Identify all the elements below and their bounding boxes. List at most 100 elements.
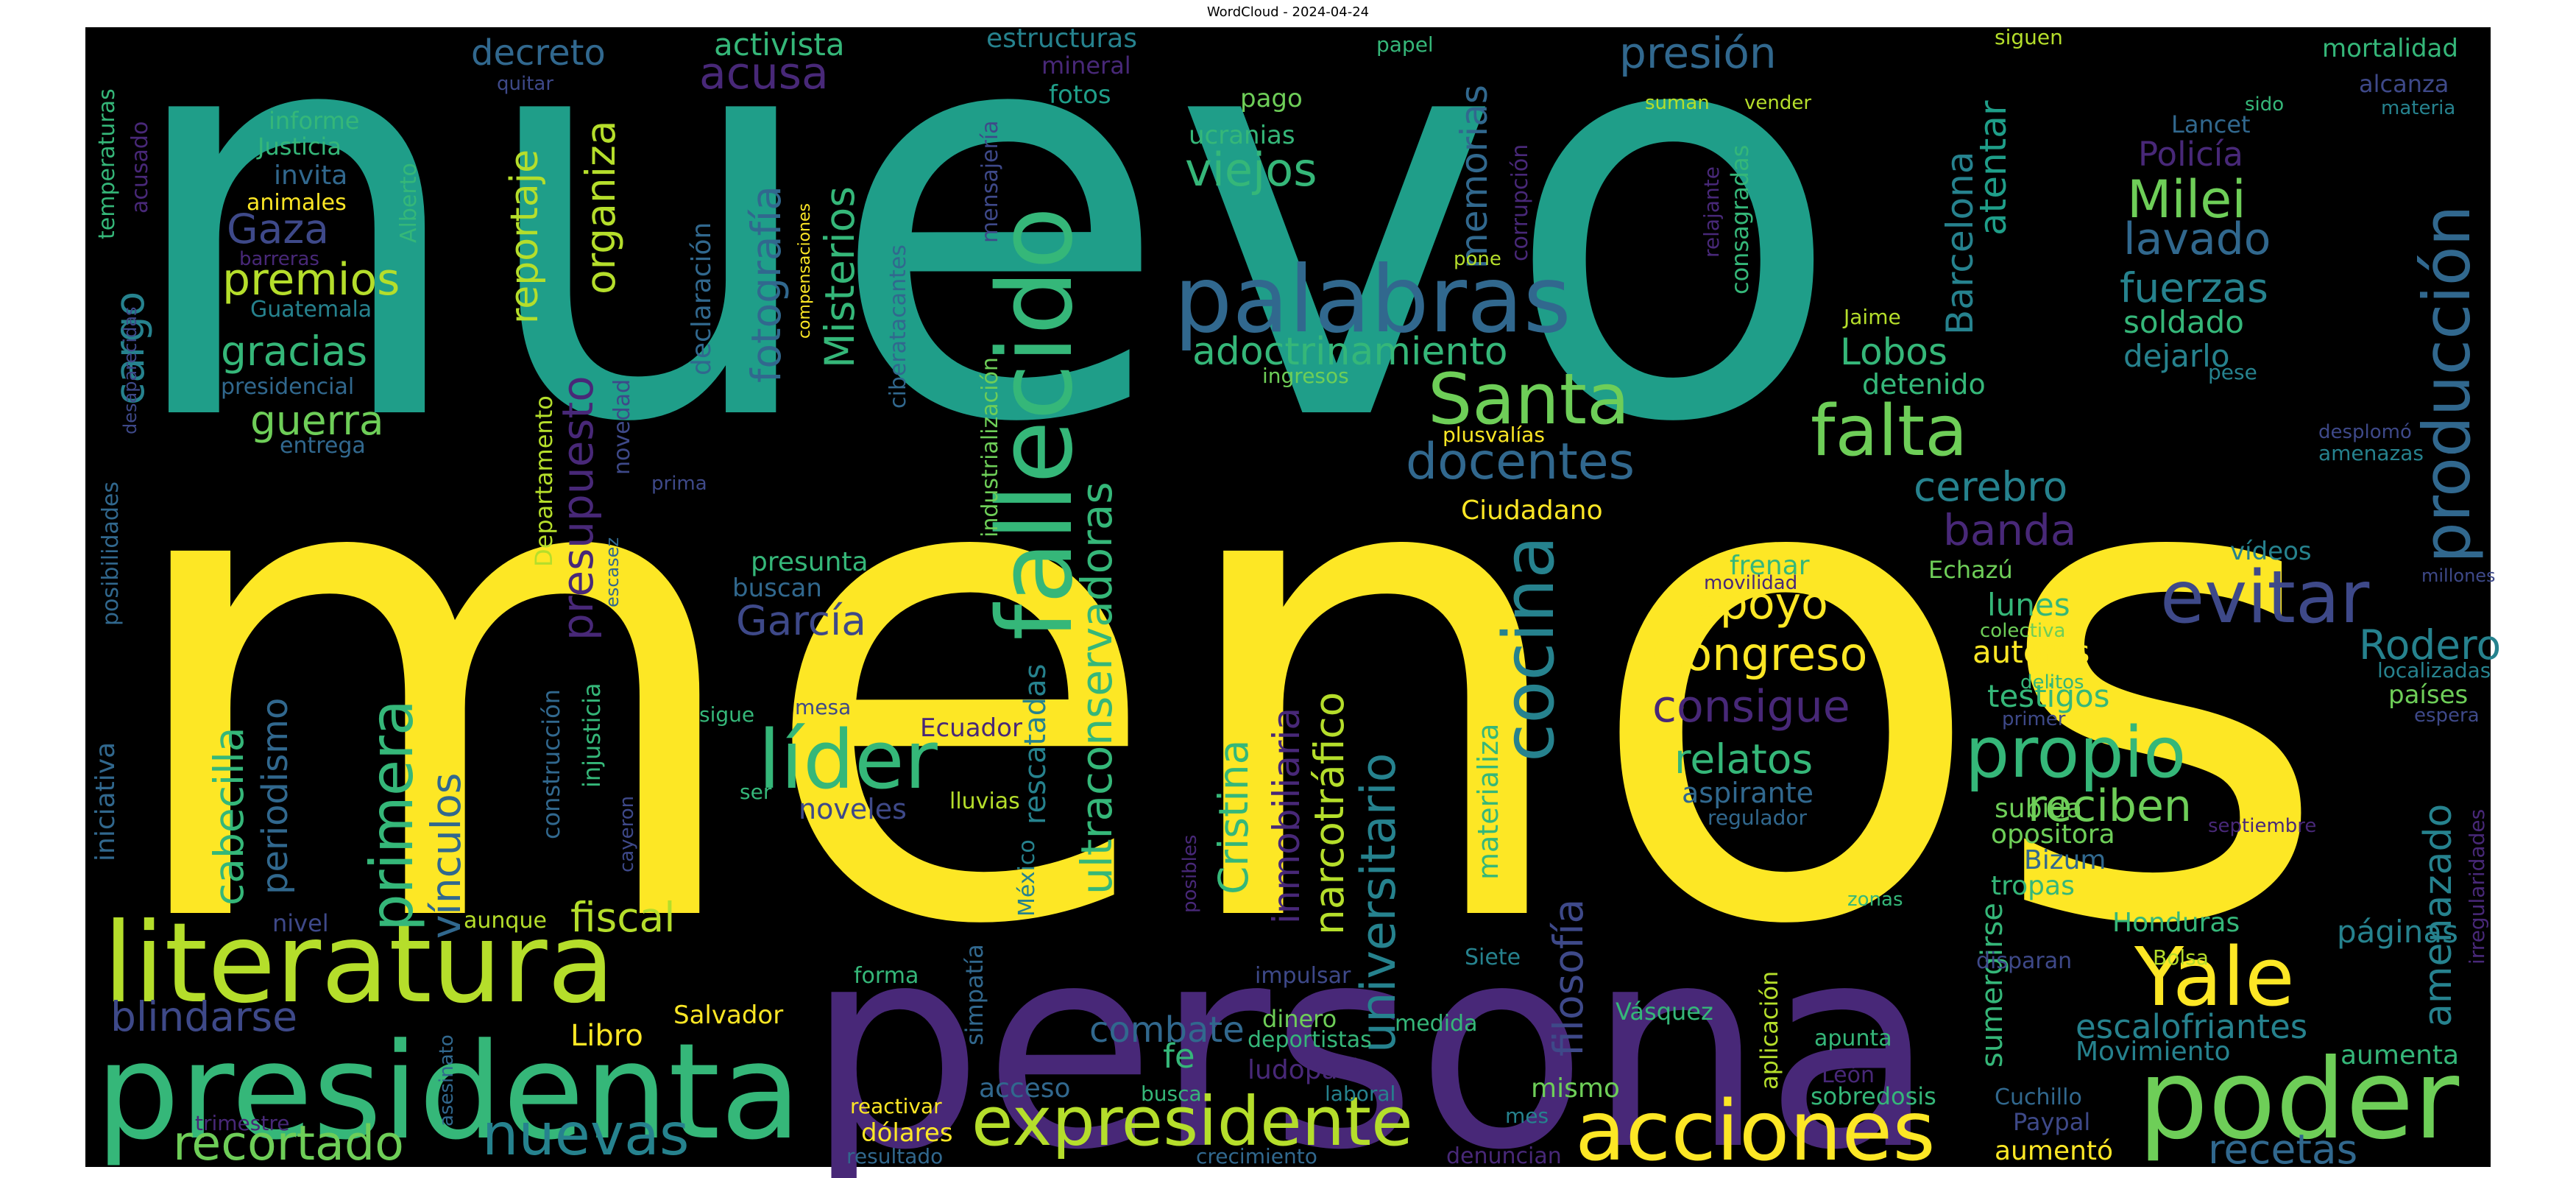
word-70: activista bbox=[714, 27, 845, 63]
word-154: León bbox=[1822, 1062, 1875, 1088]
word-58: fuerzas bbox=[2120, 264, 2268, 311]
word-115: temperaturas bbox=[94, 88, 120, 239]
word-106: informe bbox=[269, 107, 359, 135]
word-114: Alberto bbox=[396, 163, 422, 243]
word-134: trimestre bbox=[195, 1111, 289, 1135]
word-147: dinero bbox=[1262, 1005, 1337, 1033]
word-97: Ciudadano bbox=[1461, 495, 1603, 526]
word-23: ultraconservadoras bbox=[1072, 482, 1122, 895]
word-190: siguen bbox=[1995, 25, 2063, 49]
word-66: escalofriantes bbox=[2076, 1007, 2307, 1046]
word-182: amenazas bbox=[2318, 441, 2424, 465]
word-170: regulador bbox=[1708, 805, 1807, 830]
word-131: prima bbox=[651, 473, 707, 495]
word-41: consigue bbox=[1652, 681, 1850, 733]
word-26: presupuesto bbox=[553, 375, 603, 641]
cloud-background bbox=[85, 27, 2491, 1167]
word-160: busca bbox=[1141, 1082, 1202, 1106]
word-200: papel bbox=[1376, 32, 1434, 57]
word-83: Policía bbox=[2138, 135, 2243, 174]
word-192: ingresos bbox=[1262, 364, 1349, 388]
word-3: persona bbox=[806, 885, 1936, 1178]
word-138: sigue bbox=[699, 702, 754, 727]
word-194: consagradas bbox=[1726, 145, 1754, 294]
word-191: Jaime bbox=[1842, 305, 1901, 329]
word-38: amenazado bbox=[2416, 804, 2460, 1027]
word-92: mismo bbox=[1531, 1073, 1620, 1104]
word-96: Salvador bbox=[673, 1001, 783, 1030]
word-195: relajante bbox=[1699, 166, 1724, 258]
word-24: Milei bbox=[2127, 169, 2246, 230]
word-19: evitar bbox=[2160, 556, 2370, 640]
word-46: reportaje bbox=[503, 149, 547, 324]
word-32: reciben bbox=[2028, 780, 2192, 832]
word-36: Misterios bbox=[816, 186, 863, 368]
word-171: septiembre bbox=[2208, 815, 2316, 837]
word-169: zonas bbox=[1847, 889, 1903, 911]
word-135: nivel bbox=[272, 909, 329, 937]
word-10: fallecido bbox=[976, 207, 1096, 641]
word-48: cabecilla bbox=[205, 727, 252, 906]
word-105: mineral bbox=[1041, 52, 1131, 80]
word-2: menos bbox=[110, 299, 2333, 1070]
word-151: Vásquez bbox=[1616, 998, 1713, 1026]
word-77: noveles bbox=[799, 793, 907, 825]
word-199: pone bbox=[1454, 248, 1501, 270]
word-104: fotos bbox=[1049, 80, 1111, 110]
word-33: fiscal bbox=[570, 894, 676, 941]
word-79: materializa bbox=[1472, 724, 1504, 880]
word-142: México bbox=[1014, 839, 1040, 917]
word-166: dólares bbox=[861, 1118, 953, 1148]
word-27: Congreso bbox=[1652, 627, 1867, 681]
word-81: dejarlo bbox=[2123, 338, 2230, 374]
word-35: fotografía bbox=[743, 186, 790, 383]
word-45: memorias bbox=[1453, 85, 1496, 269]
word-68: cargo bbox=[106, 292, 153, 405]
word-74: testigos bbox=[1987, 678, 2110, 714]
word-47: acusa bbox=[699, 48, 829, 99]
word-34: narcotráfico bbox=[1306, 692, 1353, 935]
word-25: docentes bbox=[1406, 433, 1635, 491]
word-110: Guatemala bbox=[250, 297, 372, 322]
word-11: nuevas bbox=[482, 1102, 689, 1168]
word-177: vídeos bbox=[2230, 537, 2312, 566]
word-145: forma bbox=[854, 963, 919, 989]
word-7: acciones bbox=[1575, 1084, 1936, 1178]
word-178: primer bbox=[2002, 708, 2066, 730]
word-197: vender bbox=[1744, 92, 1811, 114]
word-90: Movimiento bbox=[2076, 1037, 2231, 1067]
word-196: suman bbox=[1645, 92, 1710, 114]
word-51: premios bbox=[222, 254, 400, 306]
word-121: compensaciones bbox=[796, 203, 814, 339]
word-15: recortado bbox=[173, 1116, 404, 1171]
word-107: Justicia bbox=[256, 133, 342, 161]
word-124: novedad bbox=[609, 379, 635, 475]
word-141: lluvias bbox=[949, 789, 1020, 814]
word-193: plusvalías bbox=[1443, 423, 1545, 447]
word-188: materia bbox=[2381, 97, 2455, 119]
word-1: nuevo bbox=[118, 0, 1844, 545]
word-8: expresidente bbox=[972, 1082, 1413, 1161]
word-37: organiza bbox=[577, 120, 624, 294]
word-44: presión bbox=[1619, 28, 1777, 78]
word-29: viejos bbox=[1185, 143, 1317, 197]
word-181: movilidad bbox=[1704, 572, 1797, 594]
word-186: sido bbox=[2245, 94, 2284, 116]
word-152: aplicación bbox=[1755, 971, 1783, 1090]
word-130: escasez bbox=[602, 537, 623, 607]
word-82: detenido bbox=[1862, 368, 1986, 401]
word-54: periodismo bbox=[255, 698, 296, 895]
word-168: Bolsa bbox=[2153, 945, 2209, 970]
word-56: atentar bbox=[1972, 100, 2014, 236]
word-102: ucranias bbox=[1189, 121, 1295, 150]
word-61: banda bbox=[1943, 505, 2076, 555]
word-157: Paypal bbox=[2013, 1108, 2090, 1136]
word-139: ser bbox=[740, 780, 772, 804]
word-94: ludopatía bbox=[1248, 1055, 1372, 1085]
word-86: opositora bbox=[1991, 819, 2115, 850]
word-89: Honduras bbox=[2112, 908, 2240, 938]
word-84: aspirante bbox=[1682, 777, 1814, 809]
word-162: mes bbox=[1505, 1104, 1549, 1128]
word-180: colectiva bbox=[1980, 620, 2065, 642]
word-159: reactivar bbox=[850, 1094, 942, 1118]
